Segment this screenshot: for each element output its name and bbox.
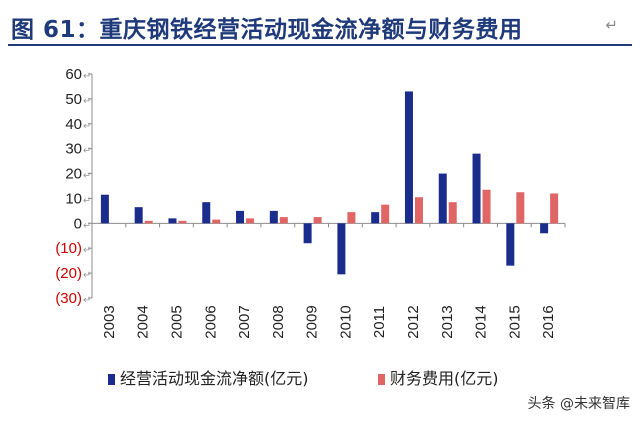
- bar-cash-flow-2013: [438, 173, 447, 224]
- return-mark-icon: ↵: [83, 195, 91, 206]
- bar-finance-cost-2004: [144, 220, 153, 224]
- bar-finance-cost-2016: [550, 193, 559, 224]
- bar-finance-cost-2010: [347, 212, 356, 224]
- bar-finance-cost-2011: [381, 204, 390, 224]
- figure-title: 图 61：重庆钢铁经营活动现金流净额与财务费用: [11, 17, 523, 43]
- y-tick-label: (10): [55, 240, 82, 257]
- legend-label: 经营活动现金流净额(亿元): [120, 369, 309, 388]
- bar-finance-cost-2012: [414, 197, 423, 224]
- bar-finance-cost-2008: [279, 217, 288, 224]
- bar-finance-cost-2006: [212, 219, 221, 224]
- x-tick-label: 2012: [405, 305, 422, 338]
- bar-finance-cost-2015: [516, 192, 525, 224]
- return-mark-icon: ↵: [83, 270, 91, 281]
- watermark: 头条 @未来智库: [527, 396, 630, 412]
- bar-cash-flow-2010: [337, 223, 346, 275]
- bar-cash-flow-2005: [168, 218, 177, 224]
- x-tick-label: 2016: [540, 305, 557, 338]
- bar-cash-flow-2014: [472, 153, 481, 224]
- x-tick-label: 2014: [473, 305, 490, 338]
- x-tick-label: 2015: [506, 305, 523, 338]
- bar-cash-flow-2007: [236, 210, 245, 224]
- return-mark-icon: ↵: [83, 295, 91, 306]
- bar-cash-flow-2006: [202, 202, 211, 224]
- x-tick-label: 2013: [439, 305, 456, 338]
- return-mark-icon: ↵: [83, 71, 91, 82]
- bar-cash-flow-2008: [269, 210, 278, 224]
- return-mark-icon: ↵: [83, 245, 91, 256]
- x-tick-label: 2011: [371, 306, 388, 338]
- bar-cash-flow-2011: [371, 212, 380, 224]
- x-tick-label: 2008: [270, 305, 287, 338]
- y-tick-label: 40: [65, 116, 82, 133]
- bar-cash-flow-2015: [506, 223, 515, 266]
- x-tick-label: 2003: [101, 305, 118, 338]
- bar-finance-cost-2005: [178, 220, 187, 224]
- return-mark-icon: ↵: [605, 17, 618, 34]
- x-tick-label: 2010: [337, 305, 354, 338]
- title-divider: [8, 44, 632, 46]
- bar-cash-flow-2003: [100, 194, 109, 224]
- x-tick-label: 2004: [135, 305, 152, 338]
- bar-cash-flow-2009: [303, 223, 312, 244]
- bar-cash-flow-2012: [404, 91, 413, 224]
- x-tick-label: 2007: [236, 305, 253, 338]
- legend-swatch: [108, 374, 115, 385]
- return-mark-icon: ↵: [83, 121, 91, 132]
- return-mark-icon: ↵: [83, 220, 91, 231]
- y-tick-label: 20: [65, 166, 82, 183]
- bar-finance-cost-2013: [448, 202, 457, 224]
- y-tick-label: 50: [65, 91, 82, 108]
- x-tick-label: 2005: [168, 305, 185, 338]
- bar-cash-flow-2004: [134, 207, 143, 224]
- y-tick-label: (30): [55, 290, 82, 307]
- y-tick-label: 30: [65, 141, 82, 158]
- legend-swatch: [378, 374, 385, 385]
- return-mark-icon: ↵: [83, 146, 91, 157]
- legend-label: 财务费用(亿元): [390, 369, 499, 388]
- bar-finance-cost-2007: [246, 218, 255, 224]
- return-mark-icon: ↵: [83, 96, 91, 107]
- return-mark-icon: ↵: [83, 171, 91, 182]
- y-tick-label: 0: [74, 215, 82, 232]
- y-tick-label: 10: [65, 190, 82, 207]
- x-tick-label: 2009: [304, 305, 321, 338]
- bar-finance-cost-2014: [482, 189, 491, 224]
- bar-finance-cost-2009: [313, 217, 322, 224]
- y-tick-label: 60: [65, 66, 82, 83]
- x-tick-label: 2006: [202, 305, 219, 338]
- bar-cash-flow-2016: [540, 223, 549, 234]
- figure-title-bar: 图 61：重庆钢铁经营活动现金流净额与财务费用 ↵: [0, 0, 640, 46]
- y-tick-label: (20): [55, 265, 82, 282]
